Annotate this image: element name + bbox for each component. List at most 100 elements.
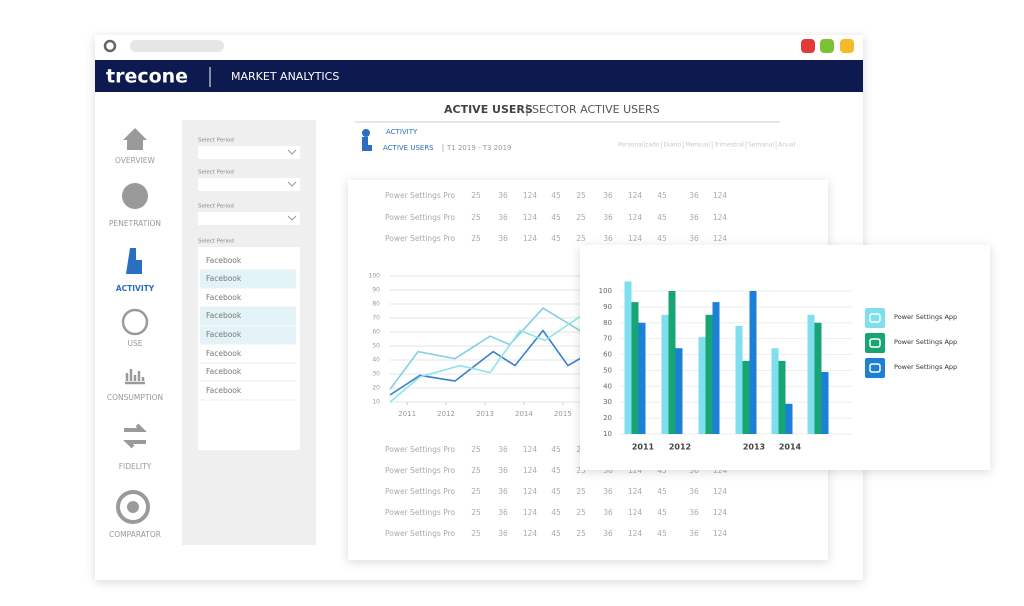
- cell: 25: [576, 191, 586, 200]
- x-tick-label: 2013: [743, 443, 765, 452]
- cell: 124: [628, 191, 643, 200]
- row-label: Power Settings Pro: [385, 191, 456, 200]
- list-item[interactable]: Facebook: [206, 311, 242, 320]
- cell: 124: [713, 234, 728, 243]
- cell: 36: [498, 445, 508, 454]
- list-item[interactable]: Facebook: [206, 274, 242, 283]
- window-button[interactable]: [840, 39, 854, 53]
- list-item[interactable]: Facebook: [206, 349, 242, 358]
- nav-label[interactable]: ACTIVITY: [116, 284, 155, 293]
- activity-icon: [362, 129, 370, 137]
- x-tick-label: 2012: [437, 410, 455, 418]
- cell: 36: [498, 529, 508, 538]
- period-option[interactable]: Semanal: [748, 142, 775, 149]
- page-title: ACTIVE USERS: [444, 103, 533, 116]
- nav-icon: [126, 248, 142, 274]
- bar: [624, 281, 632, 434]
- cell: 124: [628, 529, 643, 538]
- cell: 25: [576, 508, 586, 517]
- cell: 124: [628, 466, 643, 475]
- cell: 124: [713, 213, 728, 222]
- cell: 124: [523, 487, 538, 496]
- nav-icon: [116, 490, 150, 524]
- cell: 45: [657, 508, 667, 517]
- nav-label[interactable]: USE: [128, 339, 143, 348]
- select-box[interactable]: [198, 178, 300, 191]
- nav-icon: [125, 369, 145, 385]
- nav-label[interactable]: OVERVIEW: [115, 156, 156, 165]
- select-box[interactable]: [198, 212, 300, 225]
- logo[interactable]: trecone: [106, 66, 188, 88]
- cell: 45: [657, 234, 667, 243]
- bar: [712, 302, 720, 434]
- cell: 45: [551, 234, 561, 243]
- cell: 36: [498, 191, 508, 200]
- x-tick-label: 2011: [398, 410, 416, 418]
- cell: 25: [471, 191, 481, 200]
- nav-label[interactable]: FIDELITY: [119, 462, 152, 471]
- list-item[interactable]: Facebook: [206, 293, 242, 302]
- cell: 45: [657, 466, 667, 475]
- chevron: [287, 215, 297, 221]
- cell: 36: [603, 213, 613, 222]
- y-tick-label: 80: [603, 319, 612, 327]
- activity-metric: ACTIVE USERS: [383, 144, 434, 152]
- y-tick-label: 90: [372, 287, 380, 294]
- x-tick-label: 2013: [476, 410, 494, 418]
- legend-label: Power Settings App: [894, 363, 957, 371]
- cell: 45: [551, 466, 561, 475]
- bar: [638, 322, 646, 434]
- cell: 36: [498, 213, 508, 222]
- list-item[interactable]: Facebook: [206, 330, 242, 339]
- window-button[interactable]: [820, 39, 834, 53]
- cell: 45: [551, 213, 561, 222]
- list-item[interactable]: Facebook: [206, 386, 242, 395]
- address-bar[interactable]: [130, 40, 224, 52]
- cell: 25: [576, 487, 586, 496]
- window-button[interactable]: [801, 39, 815, 53]
- row-label: Power Settings Pro: [385, 213, 456, 222]
- cell: 45: [551, 191, 561, 200]
- legend-label: Power Settings App: [894, 313, 957, 321]
- nav-label[interactable]: CONSUMPTION: [107, 393, 163, 402]
- select-box[interactable]: [198, 146, 300, 159]
- list-item[interactable]: Facebook: [206, 256, 242, 265]
- y-tick-label: 70: [372, 315, 380, 322]
- select-label: Select Period: [198, 239, 234, 245]
- cell: 124: [523, 508, 538, 517]
- bar: [661, 314, 669, 434]
- list-item[interactable]: Facebook: [206, 367, 242, 376]
- nav-icon: [123, 128, 147, 150]
- y-tick-label: 50: [603, 366, 612, 374]
- select-label: Select Period: [198, 138, 234, 144]
- row-label: Power Settings Pro: [385, 466, 456, 475]
- nav-label[interactable]: PENETRATION: [109, 219, 161, 228]
- list-highlight: [200, 270, 296, 288]
- period-option[interactable]: Trimestral: [713, 142, 744, 149]
- cell: 36: [689, 529, 699, 538]
- period-option[interactable]: Personalizado: [618, 142, 660, 149]
- cell: 36: [689, 191, 699, 200]
- period-option[interactable]: Diario: [663, 142, 681, 149]
- y-tick-label: 60: [603, 351, 612, 359]
- cell: 36: [498, 508, 508, 517]
- cell: 45: [551, 508, 561, 517]
- cell: 36: [689, 234, 699, 243]
- nav-icon: [127, 501, 139, 513]
- bar: [742, 360, 750, 434]
- x-tick-label: 2015: [554, 410, 572, 418]
- row-label: Power Settings Pro: [385, 508, 456, 517]
- section-title: MARKET ANALYTICS: [231, 70, 339, 83]
- cell: 25: [471, 445, 481, 454]
- nav-label[interactable]: COMPARATOR: [109, 530, 161, 539]
- nav-icon: [122, 183, 148, 209]
- period-option[interactable]: Mensual: [685, 142, 710, 149]
- bar: [749, 291, 757, 434]
- bar: [735, 325, 743, 434]
- period-option[interactable]: Anual: [778, 142, 795, 149]
- cell: 36: [689, 508, 699, 517]
- cell: 36: [603, 191, 613, 200]
- legend-swatch: [865, 333, 885, 353]
- bar: [814, 322, 822, 434]
